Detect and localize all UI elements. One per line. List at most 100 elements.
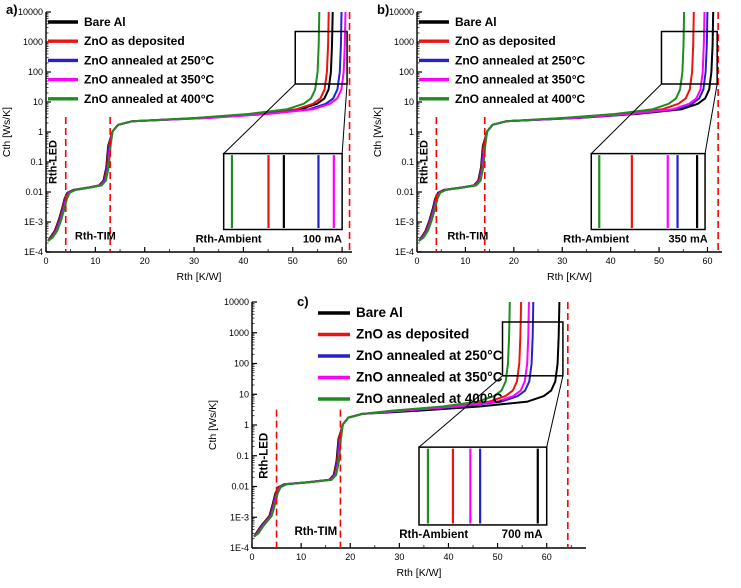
y-tick-label: 1E-4 [24, 247, 43, 257]
legend-label: Bare Al [356, 305, 403, 320]
y-axis-title: Cth [Ws/K] [1, 107, 13, 157]
legend-label: ZnO annealed at 250°C [356, 348, 503, 363]
panel-tag-b: b) [377, 2, 390, 17]
y-axis-title: Cth [Ws/K] [372, 107, 384, 157]
y-tick-label: 1000 [23, 37, 43, 47]
y-tick-label: 1 [244, 420, 249, 430]
zoom-inset [418, 321, 564, 526]
legend-label: Bare Al [84, 15, 126, 29]
y-tick-label: 100 [234, 359, 249, 369]
x-tick-label: 20 [140, 256, 150, 266]
panel-tag-a: a) [6, 2, 18, 17]
legend-label: ZnO annealed at 250°C [455, 53, 586, 67]
x-tick-label: 0 [414, 256, 419, 266]
y-tick-label: 100 [28, 67, 43, 77]
x-axis-title: Rth [K/W] [547, 271, 592, 283]
y-tick-label: 1E-3 [24, 217, 43, 227]
legend-label: ZnO annealed at 250°C [84, 53, 215, 67]
zoom-inset-box [590, 152, 706, 231]
x-tick-label: 10 [296, 552, 306, 562]
annotation-current-label: 100 mA [303, 234, 342, 246]
y-tick-label: 0.01 [25, 187, 43, 197]
x-tick-label: 50 [493, 552, 503, 562]
y-tick-label: 0.1 [236, 451, 249, 461]
zoom-connector [546, 375, 564, 448]
legend-label: ZnO annealed at 400°C [455, 92, 586, 106]
legend-label: ZnO annealed at 400°C [356, 391, 503, 406]
y-tick-label: 1000 [229, 328, 249, 338]
y-tick-label: 0.01 [396, 187, 414, 197]
legend-label: ZnO annealed at 350°C [84, 73, 215, 87]
y-tick-label: 0.1 [401, 157, 414, 167]
y-tick-label: 10000 [389, 7, 414, 17]
legend-label: ZnO as deposited [84, 34, 185, 48]
dashed-lines [275, 302, 569, 548]
annotation-rth-tim: Rth-TIM [447, 231, 488, 243]
y-tick-label: 1 [38, 127, 43, 137]
annotations: Rth-LED Rth-TIM Rth-Ambient 700 mA [259, 433, 543, 541]
y-tick-label: 1 [409, 127, 414, 137]
annotation-rth-ambient: Rth-Ambient [399, 529, 468, 541]
zoom-inset-box [418, 446, 548, 526]
y-axis-title: Cth [Ws/K] [207, 400, 219, 450]
x-tick-label: 0 [249, 552, 254, 562]
zoom-inset [222, 30, 348, 231]
annotation-current-label: 350 mA [669, 234, 708, 246]
x-axis-title: Rth [K/W] [397, 567, 442, 579]
y-tick-label: 1E-4 [230, 543, 249, 553]
y-tick-label: 1E-3 [230, 512, 249, 522]
annotation-current-label: 700 mA [502, 529, 543, 541]
series-curve [253, 301, 511, 538]
legend-label: ZnO annealed at 400°C [84, 92, 215, 106]
y-tick-label: 10 [404, 97, 414, 107]
x-tick-label: 20 [509, 256, 519, 266]
x-tick-label: 20 [345, 552, 355, 562]
zoom-source-box [501, 321, 564, 377]
y-tick-label: 1E-4 [395, 247, 414, 257]
legend: Bare Al ZnO as deposited ZnO annealed at 2… [419, 15, 586, 106]
zoom-connector [418, 375, 503, 448]
x-tick-label: 30 [189, 256, 199, 266]
zoom-source-box [294, 30, 348, 85]
legend-label: ZnO as deposited [356, 327, 469, 342]
y-tick-label: 10000 [224, 297, 249, 307]
x-tick-label: 40 [443, 552, 453, 562]
x-tick-label: 10 [90, 256, 100, 266]
chart-b: 1E-4 1E-3 0.01 0.1 1 10 100 1000 10000 0 10 20 30 40 5… [372, 7, 722, 283]
legend-label: ZnO as deposited [455, 34, 556, 48]
x-tick-label: 60 [702, 256, 712, 266]
x-tick-label: 10 [460, 256, 470, 266]
legend: Bare Al ZnO as deposited ZnO annealed at 2… [318, 305, 503, 406]
x-tick-label: 60 [542, 552, 552, 562]
annotation-rth-ambient: Rth-Ambient [196, 234, 262, 246]
legend-label: Bare Al [455, 15, 497, 29]
annotation-rth-ambient: Rth-Ambient [563, 234, 629, 246]
axes: 1E-4 1E-3 0.01 0.1 1 10 100 1000 10000 0 10 20 30 40 5… [1, 7, 352, 283]
y-tick-label: 10 [33, 97, 43, 107]
annotations: Rth-LED Rth-TIM Rth-Ambient 100 mA [48, 140, 342, 246]
panel-a: a) 1E-4 1E-3 0.01 0.1 1 10 100 1000 10000 0 10 20 30… [0, 0, 370, 288]
x-tick-label: 30 [557, 256, 567, 266]
zoom-connector [704, 83, 718, 154]
y-tick-label: 0.1 [30, 157, 43, 167]
y-tick-label: 0.01 [231, 482, 249, 492]
zoom-connector [223, 83, 296, 154]
x-tick-label: 50 [654, 256, 664, 266]
x-tick-label: 40 [606, 256, 616, 266]
dashed-lines [435, 12, 719, 252]
zoom-inset [590, 30, 718, 231]
annotation-rth-led: Rth-LED [48, 140, 60, 184]
legend-label: ZnO annealed at 350°C [455, 73, 586, 87]
annotation-rth-led: Rth-LED [418, 140, 430, 184]
x-tick-label: 0 [43, 256, 48, 266]
legend: Bare Al ZnO as deposited ZnO annealed at 2… [48, 15, 215, 106]
dashed-lines [64, 12, 351, 252]
zoom-connector [341, 83, 348, 154]
panel-c: c) 1E-4 1E-3 0.01 0.1 1 10 100 1000 10000 0 10 20 30… [196, 292, 600, 588]
annotation-rth-led: Rth-LED [259, 433, 271, 479]
y-tick-label: 10000 [18, 7, 43, 17]
zoom-connector [590, 83, 662, 154]
annotations: Rth-LED Rth-TIM Rth-Ambient 350 mA [418, 140, 707, 246]
x-tick-label: 40 [238, 256, 248, 266]
